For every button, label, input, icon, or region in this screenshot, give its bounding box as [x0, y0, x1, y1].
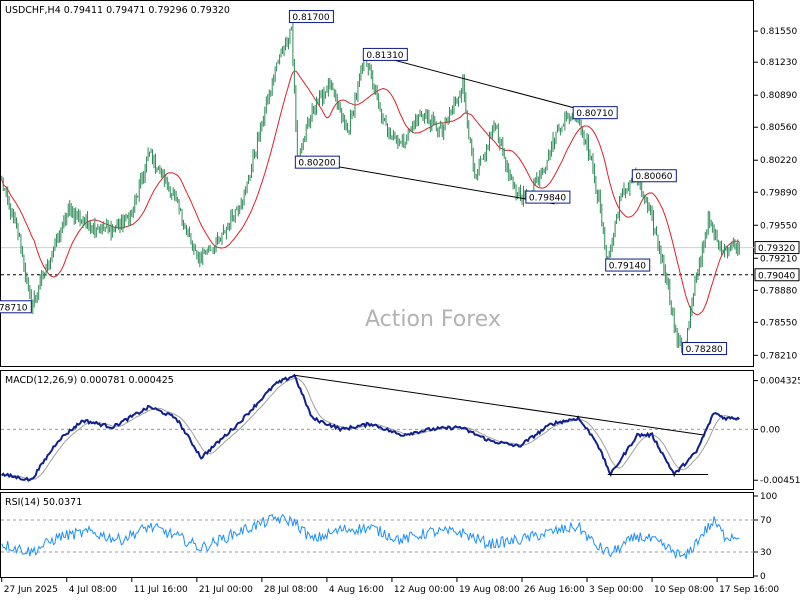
- price-tick-label: 0.78880: [760, 286, 797, 296]
- rsi-tick-label: 30: [760, 548, 772, 558]
- current-price-box: [754, 241, 800, 255]
- rsi-line: [1, 513, 740, 560]
- price-gridlines: [1, 247, 754, 276]
- price-annotation-box: [682, 342, 728, 356]
- current-price-label: 0.79320: [758, 244, 795, 254]
- macd-tick-label: 0.004325: [760, 377, 800, 387]
- price-annotation-box: [288, 10, 334, 24]
- time-tick-label: 12 Aug 00:00: [394, 585, 455, 595]
- price-tick-label: 0.80890: [760, 91, 797, 101]
- macd-tick-label: 0.00: [760, 425, 780, 435]
- price-panel-frame: [0, 0, 754, 367]
- price-trendline: [300, 159, 555, 205]
- price-annotation-box: [294, 155, 340, 169]
- price-annotation-label: 0.80710: [576, 109, 613, 119]
- time-axis: 27 Jun 2025 4 Jul 08:00 11 Jul 16:00 21 Jul…: [1, 578, 779, 595]
- time-tick-label: 19 Aug 08:00: [459, 585, 520, 595]
- price-tick-label: 0.78550: [760, 318, 797, 328]
- watermark: Action Forex: [365, 307, 501, 332]
- price-annotations: 0.81700 0.81310 0.80710 0.80200 0.80060 0.798…: [0, 10, 728, 356]
- rsi-tick-label: 0: [760, 572, 766, 582]
- reference-level-label: 0.79040: [758, 271, 795, 281]
- price-trendlines: [300, 51, 597, 205]
- price-annotation-label: 0.81310: [366, 51, 403, 61]
- price-annotation-box: [0, 300, 32, 314]
- price-axis: 0.81550 0.81230 0.80890 0.80560 0.80220 0.798…: [754, 27, 800, 361]
- price-annotation-box: [525, 190, 571, 204]
- time-tick-label: 4 Jul 08:00: [69, 585, 118, 595]
- macd-trendline: [294, 374, 704, 436]
- time-tick-label: 21 Jul 00:00: [199, 585, 253, 595]
- rsi-elements: 100 70 30 0: [1, 492, 777, 582]
- price-tick-label: 0.80560: [760, 123, 797, 133]
- rsi-tick-label: 100: [760, 492, 777, 502]
- time-tick-label: 4 Aug 16:00: [329, 585, 384, 595]
- time-tick-label: 3 Sep 00:00: [589, 585, 644, 595]
- macd-panel-frame: [0, 370, 754, 490]
- reference-level-box: [754, 268, 800, 282]
- price-annotation-label: 0.81700: [292, 13, 329, 23]
- price-annotation-label: 0.79140: [609, 262, 646, 272]
- price-tick-label: 0.81230: [760, 58, 797, 68]
- price-annotation-box: [605, 258, 651, 272]
- symbol-header: USDCHF,H4 0.79411 0.79471 0.79296 0.7932…: [5, 5, 230, 16]
- price-annotation-box: [572, 106, 618, 120]
- price-annotation-label: 0.78710: [0, 303, 28, 313]
- time-tick-label: 28 Jul 08:00: [264, 585, 318, 595]
- time-tick-label: 26 Aug 16:00: [524, 585, 585, 595]
- price-tick-label: 0.78210: [760, 351, 797, 361]
- time-tick-label: 10 Sep 08:00: [654, 585, 714, 595]
- price-annotation-label: 0.79840: [529, 194, 566, 204]
- price-tick-label: 0.79210: [760, 254, 797, 264]
- price-annotation-box: [362, 47, 408, 61]
- macd-main-line: [0, 373, 740, 482]
- price-tick-label: 0.79890: [760, 188, 797, 198]
- price-annotation-label: 0.78280: [686, 345, 723, 355]
- rsi-tick-label: 70: [760, 516, 772, 526]
- price-annotation-label: 0.80060: [635, 172, 672, 182]
- time-tick-label: 11 Jul 16:00: [134, 585, 188, 595]
- price-trendline: [365, 51, 597, 115]
- rsi-title: RSI(14) 50.0371: [5, 497, 82, 508]
- price-tick-label: 0.81550: [760, 27, 797, 37]
- price-annotation-box: [631, 169, 677, 183]
- macd-title: MACD(12,26,9) 0.000781 0.000425: [5, 375, 174, 386]
- price-annotation-label: 0.80200: [298, 159, 335, 169]
- price-tick-label: 0.80220: [760, 156, 797, 166]
- rsi-panel-frame: [0, 492, 754, 578]
- time-tick-label: 17 Sep 16:00: [719, 585, 779, 595]
- time-tick-label: 27 Jun 2025: [4, 585, 58, 595]
- price-tick-label: 0.79550: [760, 221, 797, 231]
